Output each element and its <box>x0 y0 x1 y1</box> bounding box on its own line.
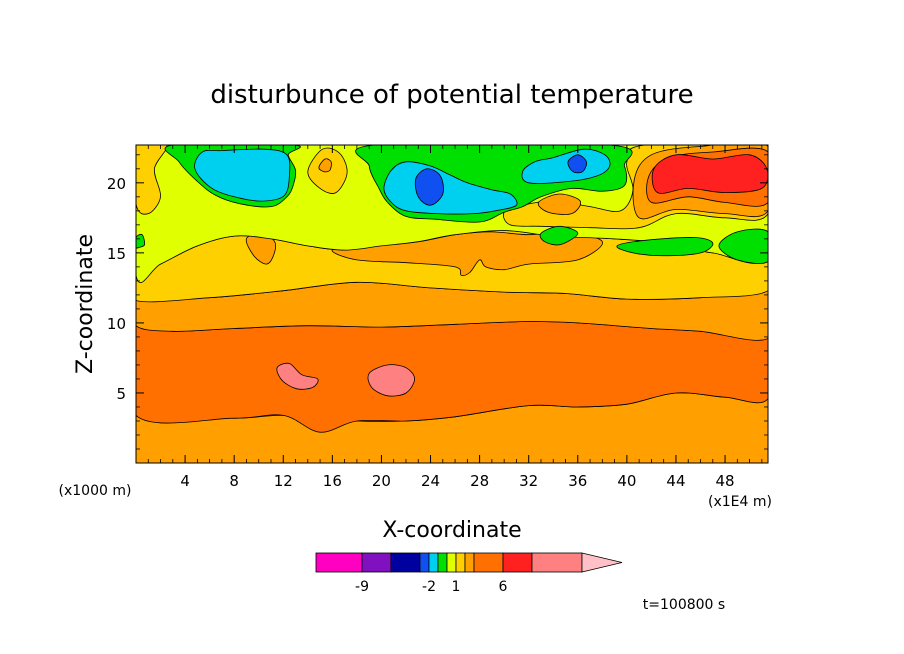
colorbar-segment-3 <box>419 552 430 573</box>
x-tick-label-5: 24 <box>421 472 440 490</box>
contour-region-21 <box>539 225 579 246</box>
contour-region-23 <box>718 228 768 264</box>
colorbar-label-3: 6 <box>499 579 508 595</box>
colorbar-segment-2 <box>390 552 421 573</box>
colorbar-segment-10 <box>502 552 533 573</box>
y-axis: 5 10 15 20 <box>107 154 768 450</box>
x-unit-label: (x1E4 m) <box>708 494 772 510</box>
contour-region-25 <box>383 161 518 215</box>
x-tick-label-3: 16 <box>323 472 342 490</box>
contour-region-17 <box>318 158 332 173</box>
colorbar-segment-7 <box>455 552 466 573</box>
colorbar-segment-4 <box>428 552 439 573</box>
x-tick-label-9: 40 <box>617 472 636 490</box>
x-tick-label-7: 32 <box>519 472 538 490</box>
chart-title: disturbunce of potential temperature <box>210 80 693 110</box>
contour-region-24 <box>194 148 291 202</box>
contour-fill-layer <box>136 145 768 463</box>
x-axis-label: X-coordinate <box>382 518 521 543</box>
y-tick-label-3: 20 <box>107 175 126 193</box>
contour-region-28 <box>567 154 587 174</box>
colorbar-segment-6 <box>446 552 457 573</box>
y-axis-label: Z-coordinate <box>73 234 98 374</box>
contour-region-27 <box>414 168 444 206</box>
x-tick-label-6: 28 <box>470 472 489 490</box>
x-tick-label-1: 8 <box>229 472 239 490</box>
y-tick-label-0: 5 <box>116 385 126 403</box>
colorbar-segment-9 <box>473 552 504 573</box>
y-tick-label-1: 10 <box>107 315 126 333</box>
x-axis: 4 8 12 16 20 24 28 32 36 40 44 48 <box>147 145 763 490</box>
x-tick-label-10: 44 <box>666 472 685 490</box>
contour-region-2 <box>276 362 319 390</box>
x-tick-label-11: 48 <box>716 472 735 490</box>
colorbar-segment-5 <box>437 552 448 573</box>
x-tick-label-4: 20 <box>372 472 391 490</box>
x-tick-label-2: 12 <box>274 472 293 490</box>
plot-frame <box>135 144 769 464</box>
colorbar-segment-1 <box>361 552 392 573</box>
colorbar-label-2: 1 <box>452 579 461 595</box>
colorbar-segment-8 <box>464 552 475 573</box>
x-tick-label-8: 36 <box>568 472 587 490</box>
colorbar-segment-11 <box>531 552 583 573</box>
colorbar-label-1: -2 <box>422 579 436 595</box>
y-tick-label-2: 15 <box>107 245 126 263</box>
time-label: t=100800 s <box>643 597 725 613</box>
contour-region-9 <box>136 145 168 215</box>
colorbar-label-0: -9 <box>355 579 369 595</box>
contour-region-20 <box>136 233 146 249</box>
contour-region-3 <box>367 364 416 397</box>
colorbar-over-triangle <box>581 552 623 573</box>
contour-region-26 <box>521 148 611 184</box>
colorbar-segment-0 <box>315 552 363 573</box>
y-unit-label: (x1000 m) <box>59 483 132 499</box>
x-tick-label-0: 4 <box>180 472 190 490</box>
contour-region-22 <box>616 237 714 257</box>
colorbar: -9 -2 1 6 <box>315 552 623 595</box>
contour-region-14 <box>651 154 768 194</box>
contour-region-15 <box>537 193 582 215</box>
